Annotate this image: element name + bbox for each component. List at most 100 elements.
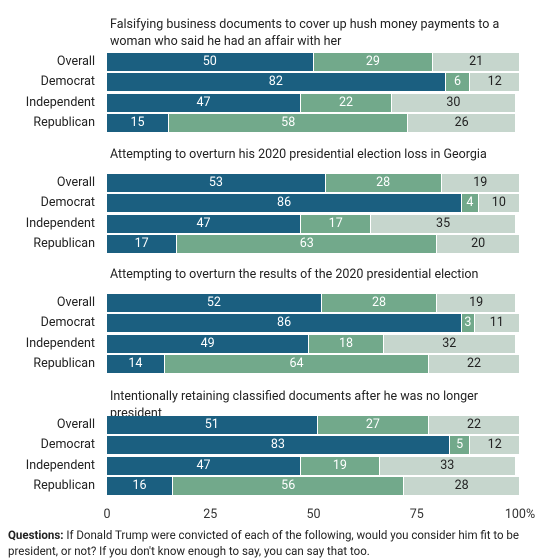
value-label: 20 xyxy=(471,235,486,251)
value-label: 11 xyxy=(489,315,504,331)
bar-segment: 86 xyxy=(107,314,463,333)
bar-segment: 20 xyxy=(437,234,520,253)
category-label: Democrat xyxy=(40,437,95,453)
footnote-label: Questions: xyxy=(8,528,64,542)
value-label: 14 xyxy=(128,355,143,371)
value-label: 17 xyxy=(328,215,343,231)
value-label: 64 xyxy=(289,355,304,371)
value-label: 12 xyxy=(487,74,502,90)
category-label: Democrat xyxy=(40,315,95,331)
value-label: 22 xyxy=(467,417,482,432)
category-label: Overall xyxy=(56,54,95,69)
bar-segment: 83 xyxy=(107,436,450,455)
bar-segment: 27 xyxy=(317,416,430,434)
category-label: Democrat xyxy=(40,195,95,211)
value-label: 63 xyxy=(299,235,314,251)
value-label: 18 xyxy=(338,335,354,351)
value-label: 50 xyxy=(202,54,217,69)
value-label: 10 xyxy=(491,195,506,211)
panel-title: Attempting to overturn the results of th… xyxy=(110,267,479,282)
value-label: 47 xyxy=(196,94,211,110)
category-label: Republican xyxy=(33,114,95,130)
bar-segment: 15 xyxy=(107,113,169,132)
bar-segment: 19 xyxy=(301,456,380,475)
value-label: 52 xyxy=(206,295,221,310)
value-label: 27 xyxy=(365,417,380,432)
bar-segment: 35 xyxy=(371,214,516,233)
value-label: 28 xyxy=(376,175,391,190)
bar-segment: 64 xyxy=(164,354,430,373)
value-label: 19 xyxy=(473,175,488,190)
bar-segment: 47 xyxy=(107,214,302,233)
value-label: 49 xyxy=(200,335,215,351)
x-tick-label: 25 xyxy=(203,507,218,522)
bar-segment: 28 xyxy=(325,174,442,192)
bar-segment: 49 xyxy=(107,334,310,353)
bar-segment: 26 xyxy=(408,113,516,132)
bar-segment: 12 xyxy=(470,436,520,455)
bar-segment: 51 xyxy=(107,416,318,434)
value-label: 32 xyxy=(442,335,457,351)
value-label: 29 xyxy=(365,54,380,69)
bar-segment: 22 xyxy=(301,93,392,112)
value-label: 47 xyxy=(196,215,211,231)
bar-segment: 21 xyxy=(433,53,520,71)
bar-segment: 18 xyxy=(309,334,384,353)
bar-segment: 28 xyxy=(404,476,520,495)
category-label: Republican xyxy=(33,477,95,493)
bar-segment: 6 xyxy=(445,73,471,92)
value-label: 83 xyxy=(270,437,285,453)
x-tick-label: 100% xyxy=(504,507,536,522)
value-label: 5 xyxy=(456,437,464,453)
bar-segment: 63 xyxy=(177,234,438,253)
category-label: Overall xyxy=(56,417,95,432)
category-label: Independent xyxy=(25,457,95,473)
bar-segment: 10 xyxy=(478,194,520,213)
value-label: 16 xyxy=(132,477,147,493)
value-label: 22 xyxy=(339,94,354,110)
bar-segment: 50 xyxy=(107,53,314,71)
bar-segment: 58 xyxy=(168,113,409,132)
value-label: 82 xyxy=(268,74,283,90)
x-tick-label: 75 xyxy=(409,507,424,522)
bar-segment: 22 xyxy=(429,416,520,434)
bar-segment: 22 xyxy=(429,354,520,373)
bar-segment: 29 xyxy=(313,53,434,71)
value-label: 35 xyxy=(436,215,451,231)
value-label: 58 xyxy=(281,114,296,130)
bar-segment: 5 xyxy=(449,436,471,455)
value-label: 19 xyxy=(332,457,347,473)
value-label: 86 xyxy=(277,315,292,331)
value-label: 17 xyxy=(134,235,149,251)
bar-segment: 52 xyxy=(107,294,322,312)
category-label: Democrat xyxy=(40,74,95,90)
value-label: 19 xyxy=(469,295,484,310)
footnote: Questions: If Donald Trump were convicte… xyxy=(8,527,548,559)
value-label: 3 xyxy=(464,315,472,331)
bar-segment: 56 xyxy=(173,476,405,495)
bar-segment: 19 xyxy=(437,294,516,312)
bar-segment: 4 xyxy=(462,194,479,213)
bar-segment: 86 xyxy=(107,194,463,213)
value-label: 4 xyxy=(466,195,474,211)
value-label: 86 xyxy=(277,195,292,211)
bar-segment: 28 xyxy=(321,294,438,312)
value-label: 15 xyxy=(130,114,145,130)
bar-segment: 47 xyxy=(107,93,302,112)
value-label: 33 xyxy=(440,457,455,473)
bar-segment: 16 xyxy=(107,476,174,495)
value-label: 6 xyxy=(454,74,462,90)
value-label: 28 xyxy=(372,295,387,310)
value-label: 22 xyxy=(467,355,482,371)
bar-segment: 33 xyxy=(379,456,516,475)
bar-segment: 17 xyxy=(301,214,372,233)
category-label: Independent xyxy=(25,335,95,351)
panel-title: Attempting to overturn his 2020 presiden… xyxy=(110,147,487,162)
x-tick-label: 0 xyxy=(103,507,111,522)
value-label: 28 xyxy=(454,477,469,493)
x-tick-label: 50 xyxy=(306,507,321,522)
category-label: Overall xyxy=(56,175,95,190)
category-label: Republican xyxy=(33,355,95,371)
bar-segment: 14 xyxy=(107,354,165,373)
panel-title: Falsifying business documents to cover u… xyxy=(110,17,500,49)
